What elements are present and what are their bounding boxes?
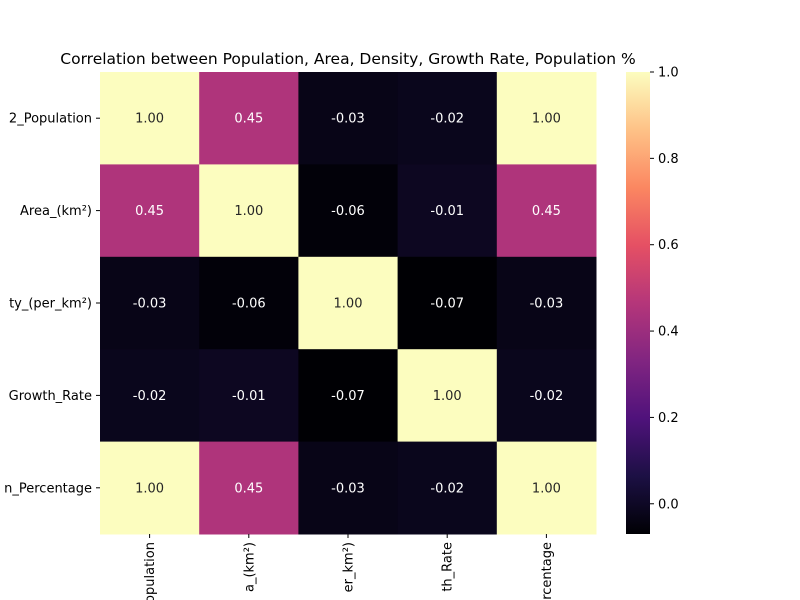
heatmap-cell-4-1 <box>199 441 299 535</box>
cell-value-label: 1.00 <box>433 389 462 404</box>
cell-value-label: -0.06 <box>331 204 365 219</box>
cell-value-label: -0.02 <box>430 112 464 127</box>
cell-value-label: -0.01 <box>232 389 266 404</box>
cell-value-label: -0.07 <box>331 389 365 404</box>
cell-value-label: -0.01 <box>430 204 464 219</box>
cell-value-label: -0.06 <box>232 297 266 312</box>
row-label: n_Percentage <box>4 481 92 496</box>
cell-value-label: 1.00 <box>532 481 561 496</box>
heatmap-cell-0-2 <box>298 72 399 165</box>
heatmap-cell-1-0 <box>100 164 200 258</box>
cell-value-label: -0.03 <box>331 112 365 127</box>
heatmap-cell-3-3 <box>397 349 498 443</box>
heatmap-cell-3-1 <box>199 349 299 443</box>
cell-value-label: -0.02 <box>430 481 464 496</box>
cell-value-label: 0.45 <box>234 112 263 127</box>
heatmap-cell-2-4 <box>496 256 597 350</box>
colorbar-tick-label: 0.0 <box>658 497 679 512</box>
colorbar-tick-label: 0.2 <box>658 411 679 426</box>
colorbar-tick-label: 0.8 <box>658 152 679 167</box>
cell-value-label: 1.00 <box>135 481 164 496</box>
heatmap-cell-2-0 <box>100 256 200 350</box>
colorbar-tick-label: 0.6 <box>658 238 679 253</box>
cell-value-label: 1.00 <box>234 204 263 219</box>
cell-value-label: -0.07 <box>430 297 464 312</box>
column-label: a_(km²) <box>242 542 257 592</box>
column-label: rcentage <box>540 542 555 600</box>
cell-value-label: -0.03 <box>331 481 365 496</box>
row-label: 2_Population <box>9 112 92 127</box>
heatmap-cell-1-1 <box>199 164 299 258</box>
heatmap-cell-4-3 <box>397 441 498 535</box>
heatmap-cell-0-4 <box>496 72 597 165</box>
column-label: er_km²) <box>342 542 357 592</box>
heatmap-cell-2-3 <box>397 256 498 350</box>
colorbar-tick-label: 1.0 <box>658 66 679 81</box>
heatmap-cell-2-1 <box>199 256 299 350</box>
row-label: Growth_Rate <box>9 389 92 404</box>
heatmap-cell-3-2 <box>298 349 399 443</box>
row-label: Area_(km²) <box>20 204 92 219</box>
heatmap-cell-4-2 <box>298 441 399 535</box>
chart-title: Correlation between Population, Area, De… <box>60 50 635 68</box>
column-label: th_Rate <box>441 542 456 592</box>
cell-value-label: 0.45 <box>234 481 263 496</box>
cell-value-label: 0.45 <box>135 204 164 219</box>
heatmap-cell-4-0 <box>100 441 200 535</box>
heatmap-cell-1-3 <box>397 164 498 258</box>
cell-value-label: 1.00 <box>334 297 363 312</box>
cell-value-label: -0.02 <box>530 389 564 404</box>
cell-value-label: 1.00 <box>532 112 561 127</box>
cell-value-label: -0.03 <box>133 297 167 312</box>
heatmap-cell-1-2 <box>298 164 399 258</box>
heatmap-cells: 1.00 0.45 -0.03 -0.02 1.00 0.45 1.00 -0.06 -0.01… <box>100 72 597 535</box>
cell-value-label: 1.00 <box>135 112 164 127</box>
heatmap-cell-0-3 <box>397 72 498 165</box>
cell-value-label: -0.02 <box>133 389 167 404</box>
column-label: opulation <box>143 542 158 600</box>
colorbar-gradient <box>626 72 650 534</box>
heatmap-cell-3-4 <box>496 349 597 443</box>
heatmap-cell-3-0 <box>100 349 200 443</box>
column-labels: opulation a_(km²) er_km²) th_Rate rcentage <box>143 534 555 600</box>
heatmap-cell-0-0 <box>100 72 200 165</box>
heatmap-cell-2-2 <box>298 256 399 350</box>
heatmap-cell-1-4 <box>496 164 597 258</box>
heatmap-cell-0-1 <box>199 72 299 165</box>
cell-value-label: -0.03 <box>530 297 564 312</box>
cell-value-label: 0.45 <box>532 204 561 219</box>
row-labels: 2_Population Area_(km²) ty_(per_km²) Growth… <box>4 112 100 496</box>
colorbar-tick-label: 0.4 <box>658 325 679 340</box>
colorbar: 0.0 0.2 0.4 0.6 0.8 1.0 <box>626 66 679 534</box>
heatmap-cell-4-4 <box>496 441 597 535</box>
row-label: ty_(per_km²) <box>9 297 92 312</box>
